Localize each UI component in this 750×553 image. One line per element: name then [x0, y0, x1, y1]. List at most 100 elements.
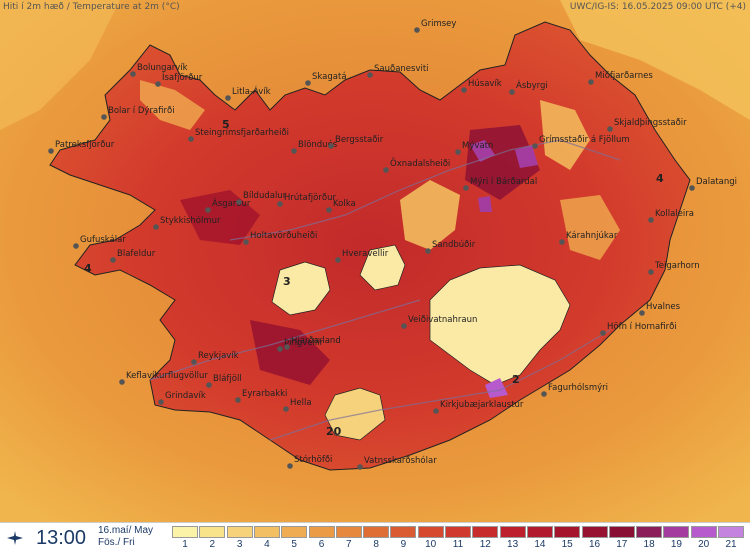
place-label: Þingvellir	[284, 338, 324, 348]
legend-label: 16	[588, 539, 601, 550]
place-label: Grindavík	[165, 391, 206, 401]
place-dot	[206, 382, 212, 388]
place-label: Kollaleira	[655, 209, 694, 219]
model-run-info: UWC/IG-IS: 16.05.2025 09:00 UTC (+4)	[569, 2, 746, 12]
place-dot	[205, 207, 211, 213]
legend-label: 11	[452, 539, 464, 550]
place-dot	[648, 217, 654, 223]
legend-swatch	[663, 526, 690, 538]
place-label: Kárahnjúkar	[566, 231, 618, 241]
place-label: Kirkjubæjarklaustur	[440, 400, 524, 410]
place-label: Höfn í Hornafirði	[607, 322, 677, 332]
legend-label: 6	[318, 539, 325, 550]
legend-label: 15	[561, 539, 573, 550]
temperature-legend: 1 2 3 4 5 6 7 8 9 10 11 12 13 14 15 16 17 18 19 20 21	[172, 526, 746, 550]
place-label: Bolar í Dýrafirði	[108, 106, 175, 116]
place-label: Dalatangi	[696, 177, 737, 187]
place-dot	[401, 323, 407, 329]
place-dot	[414, 27, 420, 33]
place-dot	[607, 126, 613, 132]
place-dot	[648, 269, 654, 275]
place-dot	[600, 330, 606, 336]
place-dot	[383, 167, 389, 173]
place-label: Hveravellir	[342, 249, 389, 259]
place-dot	[73, 243, 79, 249]
place-label: Ásbyrgi	[516, 79, 548, 91]
legend-label: 18	[643, 539, 655, 550]
place-label: Blafeldur	[117, 249, 156, 259]
place-dot	[509, 89, 515, 95]
legend-swatch	[636, 526, 663, 538]
central-highland-cool	[400, 180, 460, 250]
place-label: Sauðanesviti	[374, 64, 429, 74]
langjokull-glacier	[271, 261, 331, 316]
place-dot	[541, 391, 547, 397]
place-dot	[48, 148, 54, 154]
place-label: Bolungarvík	[137, 63, 188, 73]
place-dot	[277, 346, 283, 352]
legend-label: 13	[507, 539, 519, 550]
place-dot	[367, 72, 373, 78]
place-label: Holtavörðuheiði	[250, 231, 317, 241]
purple-spot-south	[485, 378, 508, 398]
place-label: Skjaldþingsstaðir	[614, 118, 687, 128]
legend-label: 5	[291, 539, 297, 550]
place-label: Reykjavík	[198, 351, 239, 361]
contour-label: 4	[84, 262, 92, 275]
place-dot	[328, 143, 334, 149]
legend-swatch	[499, 526, 526, 538]
place-dot	[291, 148, 297, 154]
place-dot	[588, 79, 594, 85]
contour-label: 5	[222, 118, 230, 131]
place-dot	[639, 310, 645, 316]
legend-label: 2	[209, 539, 216, 550]
legend-label: 12	[479, 539, 491, 550]
legend-swatch	[581, 526, 608, 538]
east-highland-cool	[560, 195, 620, 260]
legend-swatch	[308, 526, 335, 538]
place-dot	[357, 464, 363, 470]
legend-label: 1	[182, 539, 188, 550]
place-label: Hvalnes	[646, 302, 681, 312]
place-label: Stórhöfði	[294, 454, 332, 465]
legend-label: 8	[373, 539, 379, 550]
legend-swatch	[199, 526, 226, 538]
legend-swatch	[690, 526, 717, 538]
date-line-2: Fös./ Fri	[98, 537, 135, 548]
place-dot	[283, 406, 289, 412]
place-label: Stykkishólmur	[160, 215, 221, 226]
place-dot	[235, 397, 241, 403]
forecast-time: 13:00	[36, 527, 87, 549]
legend-swatch	[472, 526, 499, 538]
place-dot	[284, 344, 290, 350]
date-line-1: 16.maí/ May	[98, 525, 154, 536]
place-label: Bergsstaðir	[335, 135, 384, 145]
forecast-date: 16.maí/ May Fös./ Fri	[98, 525, 153, 549]
vatnajokull-glacier	[429, 264, 571, 386]
place-dot	[191, 359, 197, 365]
place-dot	[463, 185, 469, 191]
north-highland-cool	[540, 100, 590, 170]
place-dot	[305, 80, 311, 86]
place-label: Litla-Ávík	[232, 85, 271, 97]
legend-label: 14	[534, 539, 546, 550]
legend-label: 19	[670, 539, 682, 550]
place-dot	[188, 136, 194, 142]
myrdalsjokull-glacier	[324, 387, 386, 441]
contour-label: 4	[656, 172, 664, 185]
place-dot	[335, 257, 341, 263]
footer-bar: 13:00 16.maí/ May Fös./ Fri 1 2 3 4 5 6 7 8 9 10 1…	[0, 522, 750, 553]
place-label: Gufuskálar	[80, 235, 126, 245]
contour-label: 20	[326, 425, 342, 438]
legend-swatch	[445, 526, 471, 538]
place-dot	[461, 87, 467, 93]
place-label: Teigarhorn	[654, 261, 700, 271]
legend-swatch	[608, 526, 635, 538]
plane-icon	[7, 531, 23, 545]
place-label: Vatnsskarðshólar	[364, 455, 437, 466]
legend-label: 3	[236, 539, 243, 550]
place-dot	[130, 71, 136, 77]
time-control[interactable]: 13:00	[0, 523, 96, 553]
